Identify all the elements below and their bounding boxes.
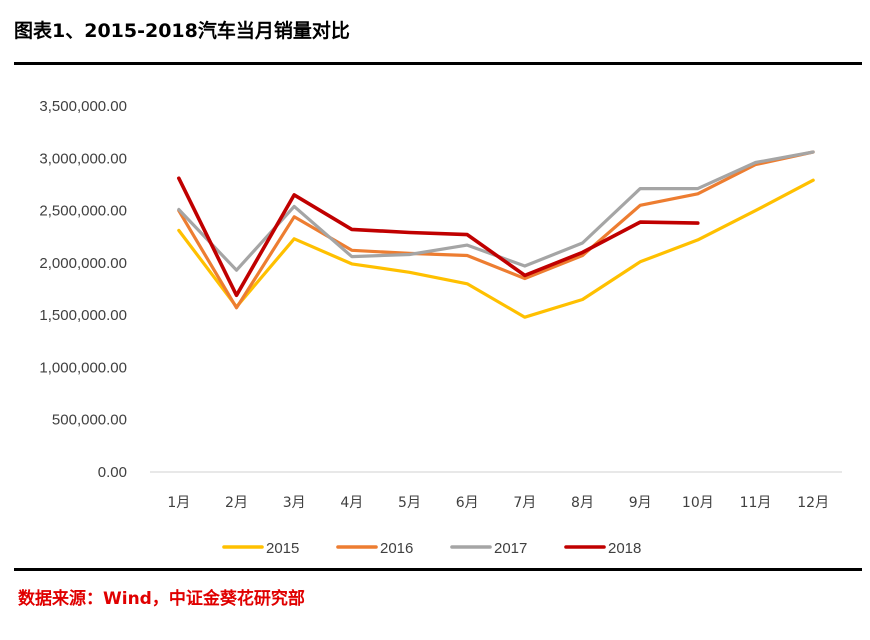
title-rule: [14, 62, 862, 65]
legend-label-2016: 2016: [380, 540, 413, 557]
series-line-2017: [177, 150, 815, 272]
legend-label-2017: 2017: [494, 540, 527, 557]
x-tick-label: 3月: [283, 495, 306, 511]
source-note: 数据来源：Wind，中证金葵花研究部: [18, 589, 305, 609]
x-tick-label: 1月: [167, 495, 190, 511]
x-tick-label: 6月: [456, 495, 479, 511]
y-tick-label: 2,500,000.00: [39, 203, 127, 220]
series-line-2016: [177, 150, 815, 310]
series-line-2018: [177, 176, 700, 298]
y-tick-label: 2,000,000.00: [39, 255, 127, 272]
chart-title: 图表1、2015-2018汽车当月销量对比: [14, 20, 350, 42]
legend: 2015 2016 2017 2018: [222, 540, 641, 557]
legend-label-2018: 2018: [608, 540, 641, 557]
series-layer: [177, 150, 815, 319]
x-tick-label: 7月: [513, 495, 536, 511]
x-tick-label: 5月: [398, 495, 421, 511]
y-axis: 0.00 500,000.00 1,000,000.00 1,500,000.00 2,…: [39, 98, 127, 481]
y-tick-label: 1,000,000.00: [39, 359, 127, 376]
x-tick-label: 12月: [797, 495, 829, 511]
y-tick-label: 0.00: [98, 464, 127, 481]
y-tick-label: 1,500,000.00: [39, 307, 127, 324]
x-tick-label: 9月: [629, 495, 652, 511]
x-tick-label: 10月: [682, 495, 714, 511]
source-rule: [14, 568, 862, 571]
y-tick-label: 3,500,000.00: [39, 98, 127, 115]
x-tick-label: 8月: [571, 495, 594, 511]
x-tick-label: 4月: [340, 495, 363, 511]
legend-label-2015: 2015: [266, 540, 299, 557]
x-tick-label: 11月: [740, 495, 772, 511]
y-tick-label: 500,000.00: [52, 412, 127, 429]
x-tick-label: 2月: [225, 495, 248, 511]
y-tick-label: 3,000,000.00: [39, 150, 127, 167]
series-line-2015: [177, 178, 815, 319]
x-axis: 1月 2月 3月 4月 5月 6月 7月 8月 9月 10月 11月 12月: [150, 471, 842, 511]
